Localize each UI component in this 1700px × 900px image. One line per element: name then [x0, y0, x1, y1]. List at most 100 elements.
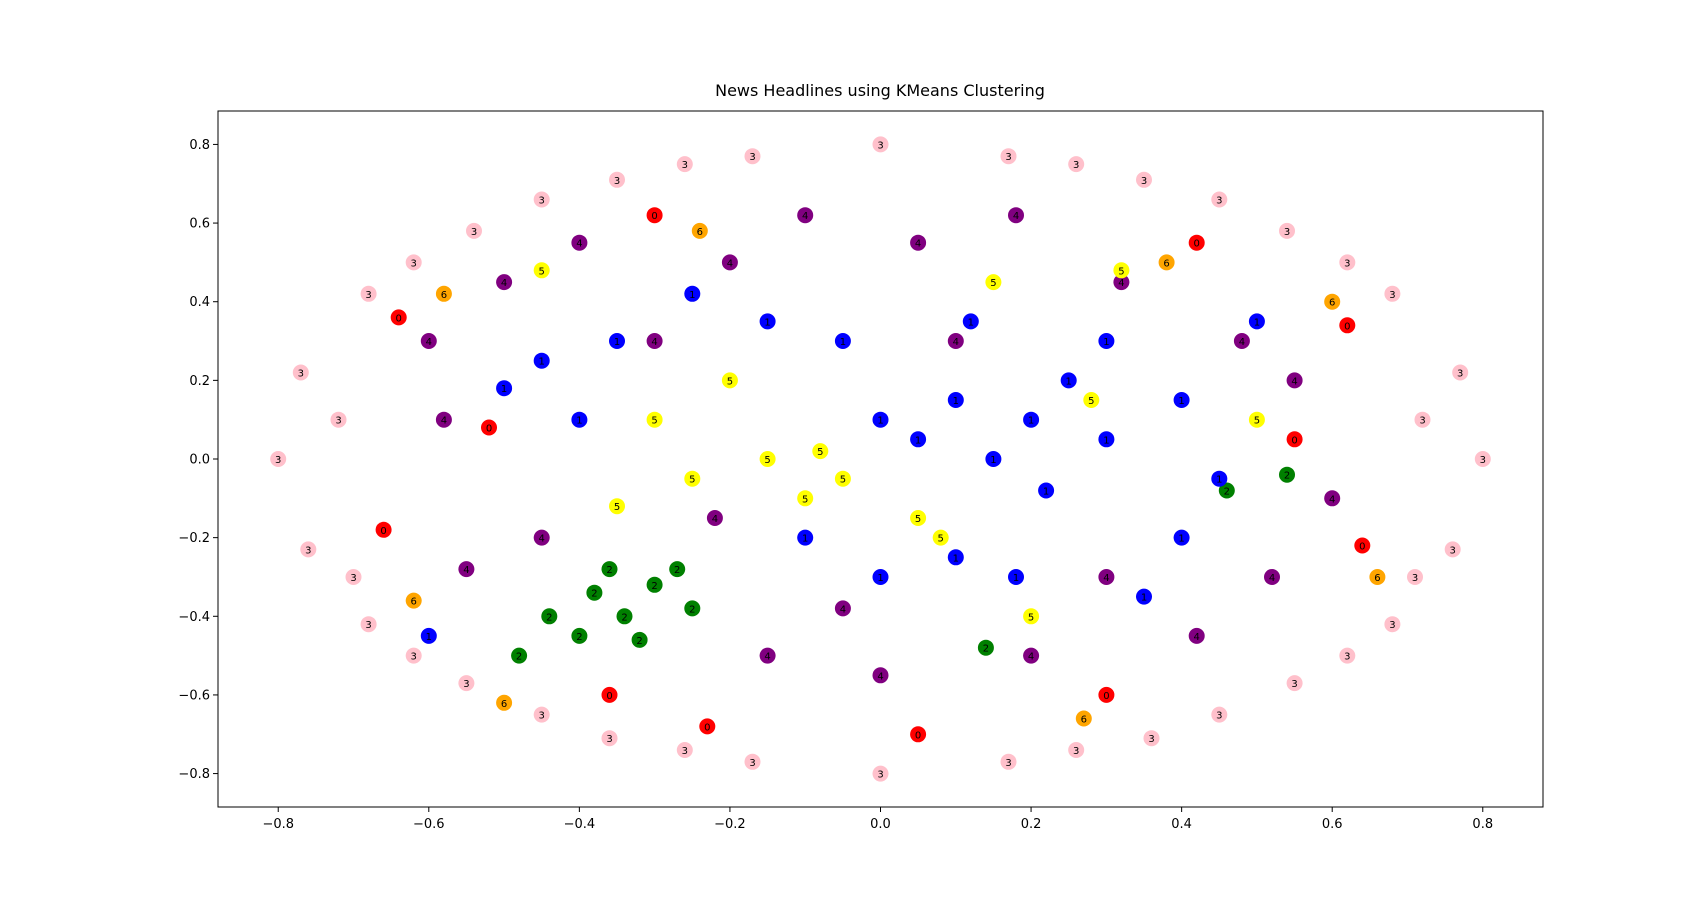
data-point	[759, 647, 776, 664]
data-point-label: 1	[915, 435, 921, 446]
data-point-label: 2	[621, 612, 627, 623]
data-point-label: 6	[501, 699, 507, 710]
data-point-label: 1	[614, 337, 620, 348]
data-point	[405, 647, 422, 664]
data-point-label: 1	[1103, 435, 1109, 446]
data-point-label: 4	[802, 211, 808, 222]
data-point	[360, 616, 377, 633]
data-point-label: 0	[606, 691, 612, 702]
data-point	[481, 419, 497, 436]
data-point-label: 2	[1284, 471, 1290, 482]
y-tick-label: −0.6	[178, 688, 210, 703]
data-point-label: 4	[426, 337, 432, 348]
data-point-label: 5	[727, 376, 733, 387]
data-point-label: 3	[305, 545, 311, 556]
data-point	[1188, 627, 1205, 644]
data-point	[601, 730, 618, 747]
data-point	[375, 521, 392, 538]
y-tick-label: 0.8	[189, 138, 210, 153]
data-point	[1136, 588, 1152, 605]
data-point	[985, 451, 1002, 467]
data-point-label: 3	[749, 152, 755, 163]
data-point-label: 0	[1344, 321, 1350, 332]
data-point	[1113, 274, 1130, 291]
data-point	[1136, 171, 1152, 188]
data-point-label: 5	[802, 494, 808, 505]
data-point	[533, 706, 550, 723]
data-point-label: 0	[1291, 435, 1297, 446]
data-point	[300, 541, 317, 558]
points-layer	[270, 136, 1491, 782]
data-point-label: 3	[539, 711, 545, 722]
y-tick-label: 0.2	[189, 374, 210, 389]
data-point-label: 4	[877, 671, 883, 682]
data-point	[601, 686, 618, 703]
y-tick-label: −0.8	[178, 767, 210, 782]
data-point-label: 3	[1284, 227, 1290, 238]
data-point-label: 3	[1344, 652, 1350, 663]
data-point-label: 5	[990, 278, 996, 289]
data-point	[744, 148, 761, 165]
data-point	[872, 136, 889, 153]
data-point-label: 1	[1141, 593, 1147, 604]
data-point-label: 3	[298, 369, 304, 380]
data-point-label: 4	[727, 258, 733, 269]
data-point-label: 2	[516, 652, 522, 663]
data-point	[910, 234, 927, 251]
data-point	[1407, 569, 1423, 585]
data-point	[631, 631, 648, 648]
data-point-label: 3	[877, 140, 883, 151]
data-point	[1211, 191, 1228, 208]
data-point-label: 1	[1043, 487, 1049, 498]
data-point	[1023, 647, 1040, 664]
data-point	[458, 675, 475, 692]
data-point	[932, 529, 949, 546]
data-point-label: 0	[396, 313, 402, 324]
data-point-label: 3	[1480, 455, 1486, 466]
data-point-label: 3	[365, 290, 371, 301]
data-point	[1143, 730, 1160, 747]
data-point	[586, 584, 603, 601]
data-point-label: 4	[651, 337, 657, 348]
data-point	[684, 600, 701, 617]
data-point-label: 3	[682, 160, 688, 171]
data-point	[435, 411, 452, 428]
data-point-label: 1	[1013, 573, 1019, 584]
data-point	[834, 600, 851, 617]
data-point	[1188, 234, 1205, 251]
data-point-label: 5	[1088, 396, 1094, 407]
data-point-label: 4	[1118, 278, 1124, 289]
data-point-label: 5	[1028, 612, 1034, 623]
data-point	[646, 333, 663, 349]
data-point-label: 2	[591, 589, 597, 600]
data-point	[1369, 569, 1386, 585]
data-point-label: 3	[365, 620, 371, 631]
x-tick-label: −0.2	[714, 817, 746, 832]
data-point-label: 3	[682, 746, 688, 757]
data-point-label: 2	[606, 565, 612, 576]
data-point	[699, 718, 716, 735]
data-point	[533, 262, 550, 279]
data-point	[759, 451, 776, 467]
data-point-label: 6	[411, 597, 417, 608]
data-point	[616, 608, 633, 625]
data-point	[1098, 569, 1115, 585]
data-point	[360, 285, 377, 302]
data-point	[812, 443, 829, 460]
data-point	[797, 207, 814, 224]
data-point	[1339, 317, 1356, 334]
data-point-label: 3	[749, 758, 755, 769]
data-point	[1113, 262, 1130, 279]
data-point-label: 0	[1103, 691, 1109, 702]
data-point	[571, 627, 588, 644]
data-point-label: 1	[877, 416, 883, 427]
data-point	[1098, 333, 1115, 349]
data-point	[1023, 608, 1040, 625]
data-point-label: 3	[614, 176, 620, 187]
data-point	[270, 451, 287, 467]
data-point-label: 4	[1103, 573, 1109, 584]
data-point-label: 1	[501, 384, 507, 395]
data-point	[646, 411, 663, 428]
data-point	[1075, 710, 1092, 727]
